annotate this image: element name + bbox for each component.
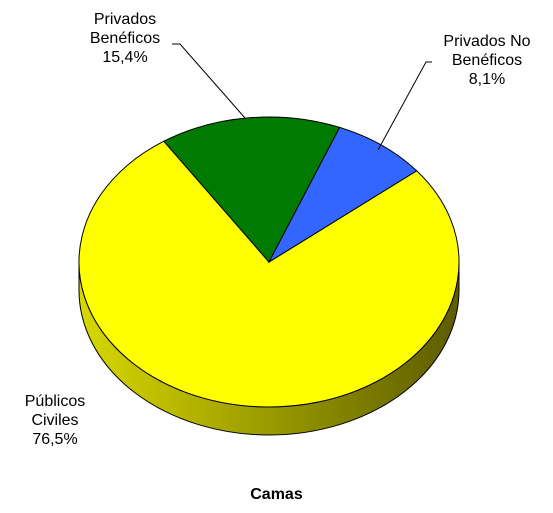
value-label: 8,1% [468, 71, 506, 88]
value-label: 76,5% [32, 431, 78, 448]
category-label: Privados No Benéficos [443, 33, 531, 69]
slice [267, 126, 418, 264]
leader-line [172, 43, 246, 119]
slice [78, 140, 460, 408]
chart-title: Camas [250, 486, 303, 503]
slice-label: Privados Benéficos 15,4% [65, 10, 185, 67]
value-label: 15,4% [102, 49, 148, 66]
slice-label: Públicos Civiles 76,5% [5, 392, 105, 449]
category-label: Privados Benéficos [89, 11, 161, 47]
category-label: Públicos Civiles [24, 393, 86, 429]
leader-line [377, 61, 432, 151]
slice [163, 116, 341, 263]
slice-label: Privados No Benéficos 8,1% [422, 32, 552, 89]
